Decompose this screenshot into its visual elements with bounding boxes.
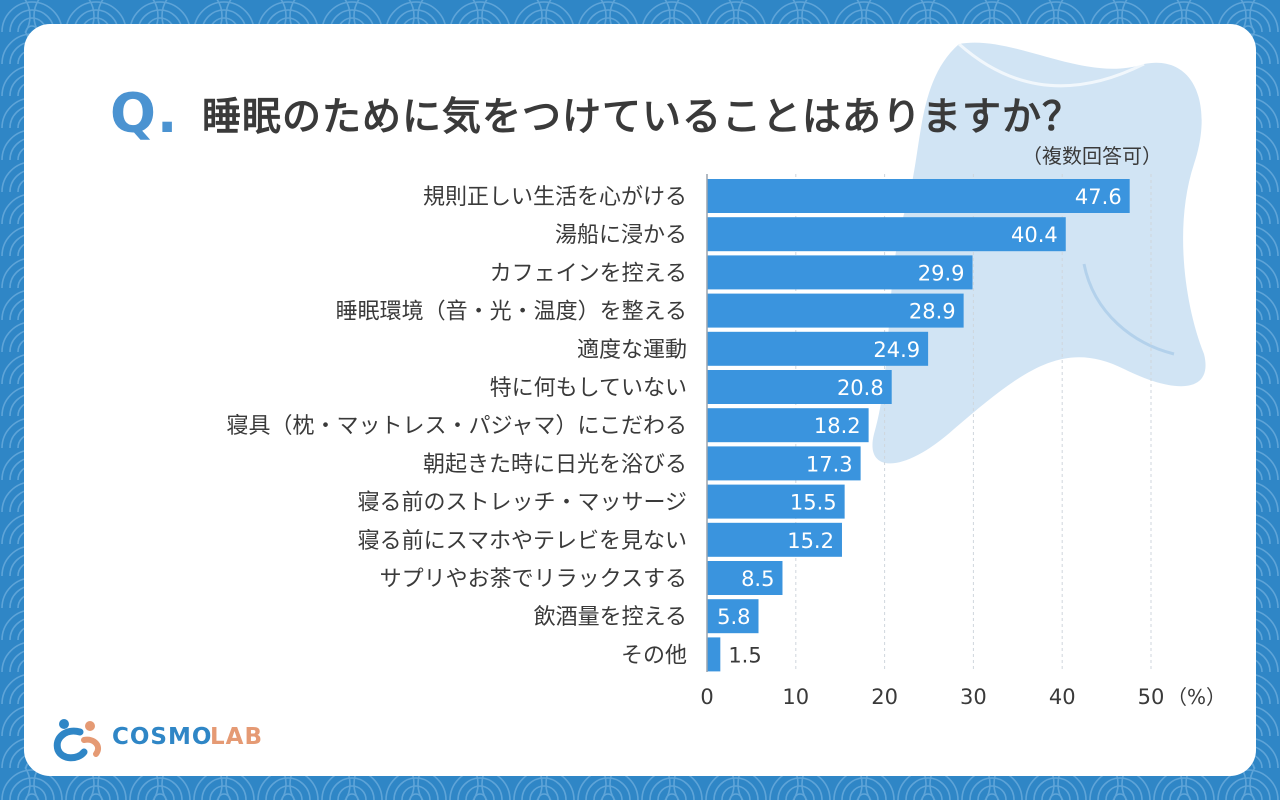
- value-label-5: 20.8: [837, 376, 884, 400]
- value-label-4: 24.9: [873, 338, 920, 362]
- pillow-illustration: [872, 42, 1206, 464]
- value-label-12: 1.5: [728, 643, 761, 667]
- x-tick-label-50: 50: [1138, 685, 1165, 709]
- category-label-0: 規則正しい生活を心がける: [423, 185, 687, 210]
- logo-text-cosmo: COSMO: [112, 724, 213, 750]
- cosmo-lab-logo-icon: [53, 719, 102, 762]
- category-label-11: 飲酒量を控える: [534, 605, 687, 630]
- bar-0: [707, 179, 1130, 213]
- bar-12: [707, 637, 721, 672]
- category-label-8: 寝る前のストレッチ・マッサージ: [357, 491, 687, 516]
- value-label-10: 8.5: [741, 567, 774, 591]
- bar-6: [707, 408, 869, 443]
- value-label-7: 17.3: [806, 452, 853, 476]
- bar-10: [707, 561, 783, 595]
- value-label-0: 47.6: [1075, 185, 1122, 209]
- x-tick-label-0: 0: [700, 685, 713, 709]
- x-tick-label-40: 40: [1049, 685, 1076, 709]
- bar-2: [707, 255, 973, 290]
- bar-3: [707, 293, 964, 328]
- value-label-1: 40.4: [1011, 223, 1058, 247]
- value-label-6: 18.2: [814, 414, 861, 438]
- category-label-1: 湯船に浸かる: [555, 223, 687, 248]
- x-tick-label-30: 30: [960, 685, 987, 709]
- cosmo-lab-logo: COSMO LAB: [50, 718, 280, 762]
- bar-9: [707, 522, 842, 557]
- category-label-3: 睡眠環境（音・光・温度）を整える: [336, 300, 687, 325]
- chart-title: 睡眠のために気をつけていることはありますか？: [202, 95, 1083, 140]
- value-label-3: 28.9: [909, 300, 956, 324]
- value-label-9: 15.2: [787, 529, 834, 553]
- question-marker: Q.: [110, 82, 179, 145]
- bar-chart: 規則正しい生活を心がける 47.6 湯船に浸かる 40.4 カフェインを控える 29.9 睡…: [227, 174, 1226, 709]
- value-label-11: 5.8: [717, 605, 750, 629]
- x-tick-label-10: 10: [782, 685, 809, 709]
- x-tick-label-20: 20: [871, 685, 898, 709]
- bar-1: [707, 217, 1066, 252]
- multiple-answer-note: （複数回答可）: [1022, 144, 1162, 168]
- category-label-6: 寝具（枕・マットレス・パジャマ）にこだわる: [227, 414, 687, 439]
- value-label-8: 15.5: [790, 491, 837, 515]
- content-card: Q. 睡眠のために気をつけていることはありますか？ （複数回答可） 規則正しい生…: [24, 24, 1256, 776]
- category-label-7: 朝起きた時に日光を浴びる: [423, 452, 687, 477]
- category-label-10: サプリやお茶でリラックスする: [380, 567, 687, 592]
- bar-8: [707, 484, 845, 519]
- category-label-2: カフェインを控える: [490, 261, 687, 286]
- x-axis-unit-label: （%）: [1167, 685, 1226, 709]
- bar-5: [707, 370, 892, 404]
- bar-4: [707, 331, 929, 366]
- logo-text-lab: LAB: [210, 724, 263, 750]
- category-label-5: 特に何もしていない: [490, 376, 687, 401]
- category-label-9: 寝る前にスマホやテレビを見ない: [358, 529, 687, 554]
- category-label-4: 適度な運動: [577, 338, 687, 363]
- value-label-2: 29.9: [918, 261, 965, 285]
- bar-11: [707, 599, 759, 634]
- bar-7: [707, 446, 861, 481]
- category-label-12: その他: [621, 643, 687, 668]
